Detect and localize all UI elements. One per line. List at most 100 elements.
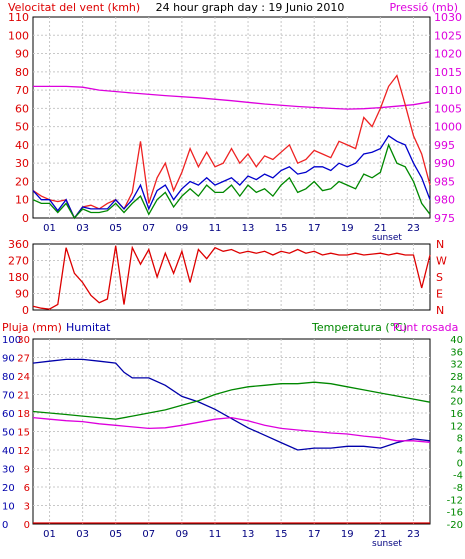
direction-left-tick: 270 — [8, 255, 29, 268]
humidity-hour-tick: 09 — [176, 529, 189, 540]
pressure-right-tick: 980 — [434, 194, 455, 207]
direction-compass-label: E — [436, 288, 443, 301]
temperature-tick: 4 — [457, 446, 463, 457]
direction-left-tick: 180 — [8, 271, 29, 284]
humidity-hour-tick: 01 — [43, 529, 56, 540]
wind-speed-title: Velocitat del vent (kmh) — [8, 1, 140, 14]
temperature-tick: 40 — [450, 335, 463, 346]
wind-hour-tick: 23 — [407, 223, 420, 234]
rain-tick: 27 — [17, 354, 30, 365]
humidity-tick: 20 — [2, 483, 15, 494]
wind-left-tick: 10 — [15, 194, 29, 207]
temperature-tick: -20 — [447, 520, 463, 531]
direction-compass-label: N — [436, 304, 444, 317]
rain-tick: 15 — [17, 428, 30, 439]
wind-hour-tick: 19 — [341, 223, 354, 234]
wind-hour-tick: 03 — [76, 223, 89, 234]
wind-left-tick: 20 — [15, 175, 29, 188]
humidity-hour-tick: 21 — [374, 529, 387, 540]
temperature-tick: -12 — [447, 495, 463, 506]
humidity-tick: 100 — [2, 335, 21, 346]
temperature-tick: -16 — [447, 508, 463, 519]
rain-tick: 6 — [24, 483, 30, 494]
humidity-series-line — [32, 358, 431, 451]
wind-left-tick: 50 — [15, 121, 29, 134]
wind-left-tick: 110 — [8, 11, 29, 24]
pressure-right-tick: 1015 — [434, 66, 462, 79]
humidity-hour-tick: 17 — [308, 529, 321, 540]
humidity-sunset-label: sunset — [372, 539, 402, 549]
pressure-right-tick: 1005 — [434, 102, 462, 115]
direction-left-tick: 360 — [8, 238, 29, 251]
pressure-right-tick: 990 — [434, 157, 455, 170]
rain-title: Pluja (mm) — [2, 321, 62, 334]
rain-tick: 12 — [17, 446, 30, 457]
wind-panel-frame — [32, 16, 431, 219]
temperature-tick: 32 — [450, 360, 463, 371]
temperature-tick: 24 — [450, 384, 463, 395]
humidity-hour-tick: 11 — [209, 529, 222, 540]
temperature-tick: -8 — [453, 483, 463, 494]
pressure-series-line — [33, 85, 431, 110]
humidity-tick: 40 — [2, 446, 15, 457]
pressure-right-tick: 985 — [434, 175, 455, 188]
rain-tick: 21 — [17, 391, 30, 402]
humidity-tick: 0 — [2, 520, 8, 531]
humidity-hour-tick: 13 — [242, 529, 255, 540]
temperature-tick: -4 — [453, 471, 463, 482]
direction-left-tick: 90 — [15, 288, 29, 301]
wind-hour-tick: 11 — [209, 223, 222, 234]
wind-left-tick: 40 — [15, 139, 29, 152]
direction-compass-label: N — [436, 238, 444, 251]
rain-tick: 24 — [17, 372, 30, 383]
pressure-right-tick: 1010 — [434, 84, 462, 97]
pressure-right-tick: 995 — [434, 139, 455, 152]
wind-hour-tick: 07 — [142, 223, 155, 234]
direction-compass-label: W — [436, 255, 447, 268]
wind-left-tick: 90 — [15, 48, 29, 61]
temperature-tick: 0 — [457, 458, 463, 469]
wind-hour-tick: 05 — [109, 223, 122, 234]
pressure-right-tick: 975 — [434, 212, 455, 225]
temperature-tick: 36 — [450, 347, 463, 358]
humidity-hour-tick: 07 — [142, 529, 155, 540]
wind-hour-tick: 21 — [374, 223, 387, 234]
temperature-tick: 28 — [450, 372, 463, 383]
pressure-right-tick: 1000 — [434, 121, 462, 134]
direction-series-line — [32, 245, 431, 310]
humidity-tick: 30 — [2, 465, 15, 476]
pressure-title: Pressió (mb) — [389, 1, 458, 14]
direction-left-tick: 0 — [22, 304, 29, 317]
wind-left-tick: 60 — [15, 102, 29, 115]
temperature-tick: 8 — [457, 434, 463, 445]
humidity-tick: 90 — [2, 354, 15, 365]
temperature-tick: 20 — [450, 397, 463, 408]
wind-sunset-label: sunset — [372, 233, 402, 243]
humidity-title: Humitat — [66, 321, 111, 334]
rain-tick: 30 — [17, 335, 30, 346]
humidity-hour-tick: 03 — [76, 529, 89, 540]
gust_green-series-line — [32, 143, 431, 220]
humidity-tick: 70 — [2, 391, 15, 402]
wind-hour-tick: 13 — [242, 223, 255, 234]
graph-date-title: 24 hour graph day : 19 Junio 2010 — [156, 1, 345, 14]
wind_blue-series-line — [32, 134, 431, 220]
humidity-tick: 80 — [2, 372, 15, 383]
temperature-title: Temperatura (°C) — [311, 321, 407, 334]
wind-left-tick: 30 — [15, 157, 29, 170]
temperature-tick: 16 — [450, 409, 463, 420]
direction-compass-label: S — [436, 271, 443, 284]
wind-pressure-panel: 0102030405060708090100110975980985990995… — [8, 11, 462, 243]
rain-tick: 3 — [24, 502, 30, 513]
humidity-tick: 50 — [2, 428, 15, 439]
humidity-panel-frame — [32, 338, 431, 525]
wind-hour-tick: 17 — [308, 223, 321, 234]
pressure-right-tick: 1025 — [434, 29, 462, 42]
humidity-hour-tick: 05 — [109, 529, 122, 540]
humidity-hour-tick: 15 — [275, 529, 288, 540]
wind-left-tick: 100 — [8, 29, 29, 42]
wind-hour-tick: 09 — [176, 223, 189, 234]
wind-left-tick: 80 — [15, 66, 29, 79]
